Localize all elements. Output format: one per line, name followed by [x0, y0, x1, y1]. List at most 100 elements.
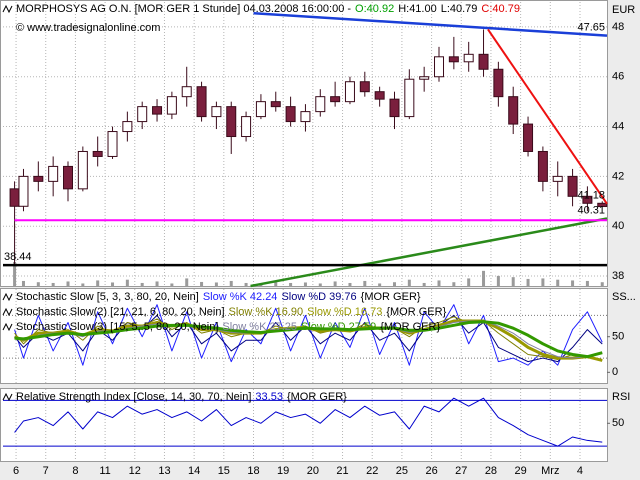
candle-body [404, 78, 415, 118]
legend-row: Stochastic Slow(3) [15, 5, 5, 80, 20, Ne… [16, 321, 440, 333]
series-line [14, 397, 603, 447]
volume-bar [482, 270, 486, 286]
line-label: 38.44 [4, 251, 32, 263]
candle-body [300, 111, 311, 123]
volume-bar [437, 280, 441, 286]
candle-body [122, 121, 133, 133]
volume-bar [96, 280, 100, 286]
legend-row: Stochastic Slow [5, 3, 3, 80, 20, Nein] S… [16, 291, 421, 303]
x-tick-label: 18 [247, 465, 259, 477]
volume-bar [303, 282, 307, 286]
volume-bar [51, 282, 55, 286]
x-tick-label: 21 [336, 465, 348, 477]
candle-body [211, 106, 222, 118]
volume-bar [407, 279, 411, 286]
legend-row: Relative Strength Index [Close, 14, 30, … [16, 391, 347, 403]
labels: © www.tradesignalonline.com MORPHOSYS AG… [2, 3, 636, 477]
y-tick-label: 50 [612, 331, 624, 343]
legend-title: Stochastic Slow(2) [21, 21, 6, 80, 20, N… [16, 306, 225, 318]
volume-bar [21, 280, 25, 286]
volume-bar [13, 262, 17, 286]
legend-entry: Slow %K 42.24 [203, 291, 278, 303]
volume-bar [274, 282, 278, 286]
legend-entry: Slow %D 27.59 [301, 321, 376, 333]
volume-bar [170, 283, 174, 286]
candle-body [107, 131, 118, 157]
line-label: 47.65 [577, 22, 605, 34]
candle-body [137, 106, 148, 123]
candle-body [344, 81, 355, 103]
candle-body [552, 175, 563, 182]
candle-body [508, 96, 519, 125]
legend-entry: 33.53 [255, 391, 283, 403]
volume-bar [422, 282, 426, 286]
candle-body [315, 96, 326, 113]
y-tick-label: 50 [612, 417, 624, 429]
legend-title: Stochastic Slow [5, 3, 3, 80, 20, Nein] [16, 291, 199, 303]
x-tick-label: 28 [485, 465, 497, 477]
candle-body [448, 56, 459, 63]
series-line [14, 320, 603, 359]
volume-bar [185, 278, 189, 286]
x-tick-label: 11 [99, 465, 110, 477]
x-tick-label: 7 [43, 465, 49, 477]
candle-body [33, 175, 44, 182]
x-tick-label: 6 [13, 465, 19, 477]
volume-bar [496, 275, 500, 286]
legend-symbol: {MOR GER} [380, 321, 440, 333]
legend-icon [2, 392, 13, 402]
candle-body [359, 81, 370, 93]
legend-row: Stochastic Slow(2) [21, 21, 6, 80, 20, N… [16, 306, 447, 318]
x-tick-label: 12 [129, 465, 141, 477]
volume-bar [200, 281, 204, 286]
y-tick-label: 42 [612, 170, 624, 182]
volume-bar [363, 280, 367, 286]
candle-body [166, 96, 177, 115]
legend-entry: Slow %K 16.90 [229, 306, 304, 318]
volume-bar [526, 278, 530, 286]
x-tick-label: 29 [515, 465, 527, 477]
volume-bar [318, 283, 322, 286]
header-low: L:40.79 [441, 3, 478, 15]
volume-bar [125, 279, 129, 286]
line-label: 40.31 [577, 204, 605, 216]
candle-body [152, 106, 163, 115]
x-tick-label: 20 [307, 465, 319, 477]
x-tick-label: 14 [188, 465, 200, 477]
y-tick-label: 48 [612, 21, 624, 33]
candle-body [523, 123, 534, 152]
stochastic-panel [0, 288, 608, 384]
y-tick-label: 46 [612, 71, 624, 83]
candle-body [48, 165, 59, 182]
header-high: H:41.00 [398, 3, 437, 15]
candle-body [374, 91, 385, 100]
line-label: 41.18 [577, 190, 605, 202]
legend-entry: Slow %K 27.25 [222, 321, 297, 333]
candle-body [241, 116, 252, 138]
legend-title: Relative Strength Index [Close, 14, 30, … [16, 391, 251, 403]
volume-bar [140, 282, 144, 286]
volume-bar [81, 283, 85, 286]
candle-body [226, 106, 237, 138]
volume-bar [511, 277, 515, 286]
trend-line [253, 11, 608, 37]
y-axis-label: EUR [612, 4, 635, 16]
candle-body [92, 150, 103, 157]
y-tick-label: 40 [612, 220, 624, 232]
header-open: O:40.92 [355, 3, 394, 15]
x-tick-label: 13 [158, 465, 170, 477]
y-tick-label: 38 [612, 270, 624, 282]
legend-icon [2, 307, 13, 317]
price-panel [0, 0, 608, 287]
volume-bar [214, 282, 218, 286]
legend-icon [2, 322, 13, 332]
volume-bar [111, 282, 115, 286]
volume-bar [452, 282, 456, 286]
legend-entry: Slow %D 16.73 [307, 306, 382, 318]
candle-body [9, 188, 20, 207]
candle-body [196, 86, 207, 118]
candle-body [478, 53, 489, 70]
candle-body [270, 101, 281, 108]
volume-bar [585, 280, 589, 286]
header-icon [2, 4, 13, 14]
